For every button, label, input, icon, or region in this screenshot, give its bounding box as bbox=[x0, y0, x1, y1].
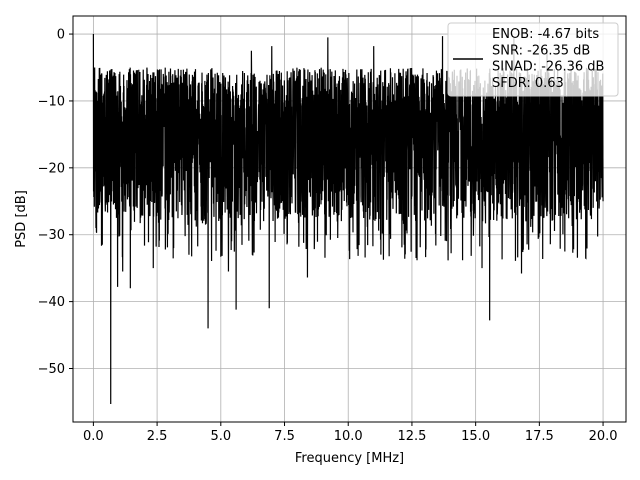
x-tick-label: 12.5 bbox=[397, 429, 426, 444]
axes: 0.0 2.5 5.0 7.5 10.0 12.5 15.0 17.5 20.0 0 −10 −20 −… bbox=[38, 15, 627, 444]
y-tick-label: −40 bbox=[38, 295, 65, 310]
legend-box bbox=[447, 22, 619, 97]
legend-entry: SFDR: 0.63 bbox=[492, 76, 564, 91]
legend-entry: SNR: -26.35 dB bbox=[492, 43, 590, 58]
y-tick-label: −30 bbox=[38, 228, 65, 243]
x-tick-label: 20.0 bbox=[589, 429, 618, 444]
x-tick-label: 5.0 bbox=[210, 429, 231, 444]
y-tick-label: −50 bbox=[38, 362, 65, 377]
x-tick-label: 10.0 bbox=[334, 429, 363, 444]
x-tick-label: 2.5 bbox=[147, 429, 168, 444]
x-tick-label: 7.5 bbox=[274, 429, 295, 444]
y-tick-label: 0 bbox=[57, 28, 65, 43]
legend-entry: ENOB: -4.67 bits bbox=[492, 27, 599, 42]
plot-area bbox=[92, 34, 604, 404]
x-tick-label: 17.5 bbox=[525, 429, 554, 444]
y-axis-label: PSD [dB] bbox=[14, 190, 29, 248]
x-tick-label: 15.0 bbox=[461, 429, 490, 444]
axes-frame bbox=[72, 15, 627, 423]
x-tick-label: 0.0 bbox=[83, 429, 104, 444]
x-axis-label: Frequency [MHz] bbox=[295, 451, 404, 466]
psd-series-line bbox=[92, 34, 604, 404]
y-tick-label: −20 bbox=[38, 161, 65, 176]
legend-entry: SINAD: -26.36 dB bbox=[492, 60, 604, 75]
y-tick-label: −10 bbox=[38, 94, 65, 109]
